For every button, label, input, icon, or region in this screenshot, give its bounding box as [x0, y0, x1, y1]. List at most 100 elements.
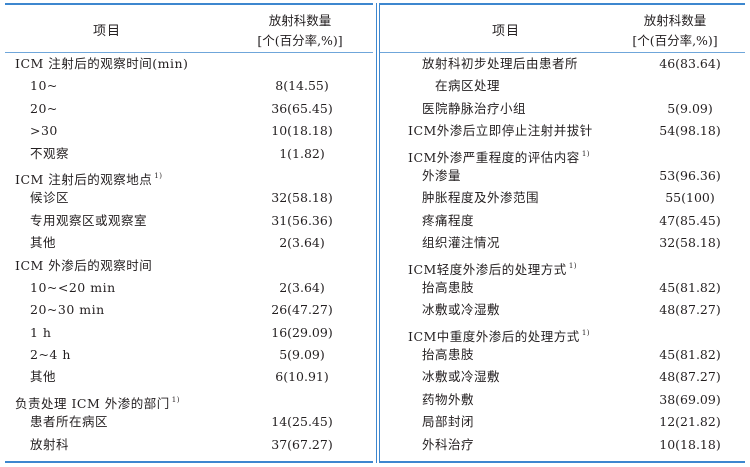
row-label-text: 候诊区	[30, 190, 70, 206]
row-value: 10(18.18)	[271, 123, 333, 139]
row-label: ICM 注射后的观察时间(min)	[15, 53, 188, 75]
row-label-text: ICM中重度外渗后的处理方式	[408, 328, 580, 344]
row-value: 1(1.82)	[279, 145, 325, 161]
row-label-text: ICM外渗严重程度的评估内容	[408, 149, 580, 165]
row-label: 不观察	[30, 143, 69, 165]
row-label-text: 20~30 min	[30, 302, 105, 318]
row-label-text: 疼痛程度	[422, 212, 475, 228]
table-row: 患者所在病区 14(25.45)	[5, 411, 373, 433]
row-value: 26(47.27)	[271, 302, 333, 318]
row-label-text: 放射科初步处理后由患者所	[422, 56, 579, 71]
table-row: ICM外渗后立即停止注射并拔针 54(98.18)	[380, 120, 745, 142]
row-value: 2(3.64)	[279, 235, 325, 251]
table-row: 药物外敷 38(69.09)	[380, 389, 745, 411]
row-label-text: 其他	[30, 369, 57, 385]
row-value: 12(21.82)	[659, 414, 721, 430]
header-value-line2: [个(百分率,%)]	[632, 33, 718, 48]
table-row: 外科治疗 10(18.18)	[380, 434, 745, 456]
row-value: 32(58.18)	[271, 190, 333, 206]
table-row: 1 h 16(29.09)	[5, 322, 373, 344]
row-label-text: 药物外敷	[422, 391, 475, 407]
table-left-half: 项目 放射科数量 [个(百分率,%)] ICM 注射后的观察时间(min) 10~…	[5, 3, 373, 456]
row-label: 10~	[30, 75, 58, 97]
row-value: 48(87.27)	[659, 369, 721, 385]
row-label-text: 抬高患肢	[422, 347, 475, 363]
footnote-marker: 1)	[581, 328, 590, 337]
row-label-text: 肿胀程度及外渗范围	[422, 190, 540, 206]
row-value: 55(100)	[665, 190, 715, 206]
row-label: ICM轻度外渗后的处理方式 1)	[408, 255, 577, 281]
table-row: 20~30 min 26(47.27)	[5, 299, 373, 321]
row-label: 在病区处理	[435, 75, 500, 97]
table-row: ICM外渗严重程度的评估内容 1)	[380, 143, 745, 165]
table-row: 局部封闭 12(21.82)	[380, 411, 745, 433]
row-label-text: ICM 外渗后的观察时间	[15, 257, 153, 273]
row-label-text: 10~<20 min	[30, 279, 116, 295]
row-label-text: ICM外渗后立即停止注射并拔针	[408, 123, 593, 139]
table-row: 20~ 36(65.45)	[5, 98, 373, 120]
row-label-text: 专用观察区或观察室	[30, 212, 148, 228]
row-label: ICM外渗后立即停止注射并拔针	[408, 120, 593, 142]
bottom-rule	[5, 461, 373, 463]
table-row: ICM 注射后的观察时间(min)	[5, 53, 373, 75]
row-value: 48(87.27)	[659, 302, 721, 318]
row-label: 20~30 min	[30, 299, 105, 321]
table-row: 外渗量 53(96.36)	[380, 165, 745, 187]
row-value: 10(18.18)	[659, 436, 721, 452]
table-row: ICM 注射后的观察地点 1)	[5, 165, 373, 187]
table-row: 冰敷或冷湿敷 48(87.27)	[380, 299, 745, 321]
row-label: 放射科	[30, 434, 69, 456]
row-value: 47(85.45)	[659, 212, 721, 228]
column-header-item: 项目	[93, 24, 122, 39]
row-label: 10~<20 min	[30, 277, 116, 299]
table-row: 其他 2(3.64)	[5, 232, 373, 254]
table-row: 不观察 1(1.82)	[5, 143, 373, 165]
table-row: 放射科 37(67.27)	[5, 434, 373, 456]
table-row: 疼痛程度 47(85.45)	[380, 210, 745, 232]
table-row: 负责处理 ICM 外渗的部门 1)	[5, 389, 373, 411]
table-row: 2~4 h 5(9.09)	[5, 344, 373, 366]
row-label-text: 1 h	[30, 324, 52, 340]
footnote-marker: 1)	[568, 261, 577, 270]
row-value: 54(98.18)	[659, 123, 721, 139]
row-label-text: 负责处理 ICM 外渗的部门	[15, 395, 170, 411]
table-row: 在病区处理	[380, 75, 745, 97]
table-body: 放射科初步处理后由患者所 46(83.64) 在病区处理 医院静脉治疗小组 5(9.09…	[380, 53, 745, 456]
row-label: 20~	[30, 98, 58, 120]
row-label: 局部封闭	[422, 411, 474, 433]
row-label: 冰敷或冷湿敷	[422, 366, 500, 388]
table-row: 抬高患肢 45(81.82)	[380, 344, 745, 366]
row-label: 候诊区	[30, 187, 69, 209]
row-label-text: 10~	[30, 78, 58, 94]
row-label: 放射科初步处理后由患者所	[422, 53, 578, 75]
table-row: 候诊区 32(58.18)	[5, 187, 373, 209]
row-label-text: 局部封闭	[422, 414, 475, 430]
row-value: 5(9.09)	[667, 100, 713, 116]
row-value: 45(81.82)	[659, 347, 721, 363]
footnote-marker: 1)	[171, 395, 180, 404]
row-label-text: 20~	[30, 100, 58, 116]
row-label: 外渗量	[422, 165, 461, 187]
row-value: 36(65.45)	[271, 100, 333, 116]
row-label: 抬高患肢	[422, 344, 474, 366]
row-label: 患者所在病区	[30, 411, 108, 433]
footnote-marker: 1)	[154, 171, 163, 180]
header-value-line1: 放射科数量	[268, 13, 332, 28]
row-label-text: 外渗量	[422, 167, 462, 183]
row-label: ICM 外渗后的观察时间	[15, 255, 152, 277]
row-value: 31(56.36)	[271, 212, 333, 228]
row-value: 5(9.09)	[279, 347, 325, 363]
row-label: 专用观察区或观察室	[30, 210, 147, 232]
row-label: 1 h	[30, 322, 51, 344]
row-label: 肿胀程度及外渗范围	[422, 187, 539, 209]
table-row: 其他 6(10.91)	[5, 366, 373, 388]
row-label: 冰敷或冷湿敷	[422, 299, 500, 321]
row-label: ICM外渗严重程度的评估内容 1)	[408, 143, 590, 169]
table-row: 组织灌注情况 32(58.18)	[380, 232, 745, 254]
row-label-text: 医院静脉治疗小组	[422, 100, 527, 116]
footnote-marker: 1)	[581, 149, 590, 158]
row-label-text: 冰敷或冷湿敷	[422, 302, 501, 318]
table-row: ICM中重度外渗后的处理方式 1)	[380, 322, 745, 344]
table-row: 抬高患肢 45(81.82)	[380, 277, 745, 299]
row-value: 2(3.64)	[279, 279, 325, 295]
